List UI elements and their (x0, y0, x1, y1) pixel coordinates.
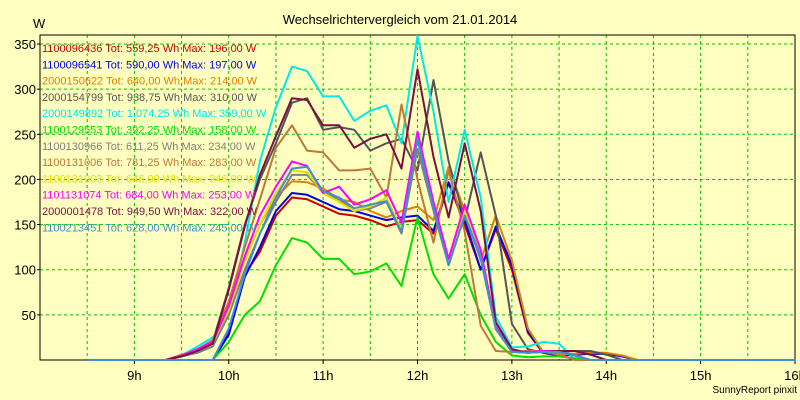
series-line (87, 79, 795, 361)
legend-entry: 1100129553 Tot: 392,25 Wh Max: 158,00 W (42, 125, 257, 137)
series-lines (87, 34, 795, 361)
legend-entry: 1100130966 Tot: 611,25 Wh Max: 234,00 W (42, 141, 256, 153)
y-tick-label: 50 (22, 308, 36, 323)
x-tick-label: 13h (501, 368, 523, 383)
footer-credit: SunnyReport pinxit (713, 385, 798, 396)
y-tick-label: 150 (14, 218, 36, 233)
x-tick-label: 11h (313, 368, 334, 383)
x-tick-label: 15h (690, 368, 712, 383)
legend-entry: 1100213451 Tot: 628,00 Wh Max: 245,00 W (42, 222, 257, 234)
y-axis-label: W (33, 16, 46, 31)
axes: 50 100 150 200 250 300 350 9h 10h 11h 12h 13h 14h 15h… (14, 34, 800, 383)
legend: 1100096436 Tot: 559,25 Wh Max: 196,00 W 1… (42, 43, 267, 234)
legend-entry: 1100096541 Tot: 590,00 Wh Max: 197,00 W (42, 59, 257, 71)
legend-entry: 1100131003 Tot: 646,00 Wh Max: 246,00 W (42, 173, 257, 185)
y-tick-label: 350 (14, 37, 36, 52)
legend-entry: 1101131074 Tot: 684,00 Wh Max: 253,00 W (42, 190, 256, 202)
legend-entry: 2000149892 Tot: 1.074,25 Wh Max: 359,00 … (42, 108, 267, 120)
legend-entry: 2000001478 Tot: 949,50 Wh Max: 322,00 W (42, 206, 258, 218)
y-tick-label: 200 (14, 172, 36, 187)
y-tick-label: 100 (14, 263, 36, 278)
x-tick-label: 12h (407, 368, 429, 383)
x-tick-label: 14h (595, 368, 617, 383)
y-tick-label: 250 (14, 127, 36, 142)
chart-title: Wechselrichtervergleich vom 21.01.2014 (283, 12, 518, 27)
legend-entry: 1100131006 Tot: 781,25 Wh Max: 283,00 W (42, 157, 257, 169)
x-tick-label: 10h (218, 368, 240, 383)
y-tick-label: 300 (14, 82, 36, 97)
legend-entry: 2000150622 Tot: 640,00 Wh Max: 214,00 W (42, 76, 258, 88)
legend-entry: 2000154799 Tot: 938,75 Wh Max: 310,00 W (42, 92, 258, 104)
x-tick-label: 16h (784, 368, 800, 383)
series-line (87, 137, 795, 361)
x-tick-label: 9h (127, 368, 141, 383)
legend-entry: 1100096436 Tot: 559,25 Wh Max: 196,00 W (42, 43, 257, 55)
series-line (87, 136, 795, 361)
